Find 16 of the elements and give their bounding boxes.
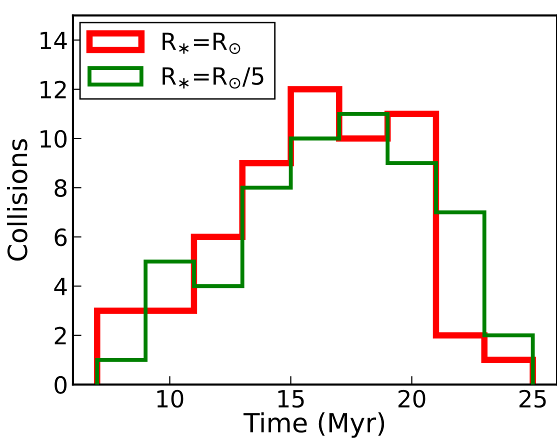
y-axis-title: Collisions (6, 139, 28, 261)
x-tick-label: 20 (398, 390, 426, 408)
x-axis-title: Time (Myr) (244, 412, 384, 438)
x-tick-label: 10 (157, 390, 184, 408)
y-tick-label: 14 (40, 32, 67, 50)
y-tick-label: 12 (40, 80, 66, 98)
y-tick-label: 2 (54, 326, 66, 344)
y-tick-label: 4 (54, 278, 67, 296)
x-tick-label: 25 (520, 390, 546, 408)
legend-label: R$_{∗}$=R$_{⊙}$/5 (162, 67, 264, 89)
y-tick-label: 8 (54, 179, 66, 198)
y-tick-label: 6 (54, 228, 67, 246)
x-tick-label: 15 (278, 390, 304, 408)
legend-label: R$_{∗}$=R$_{⊙}$ (162, 32, 240, 54)
y-tick-label: 0 (54, 376, 67, 394)
y-tick-label: 10 (40, 130, 67, 148)
